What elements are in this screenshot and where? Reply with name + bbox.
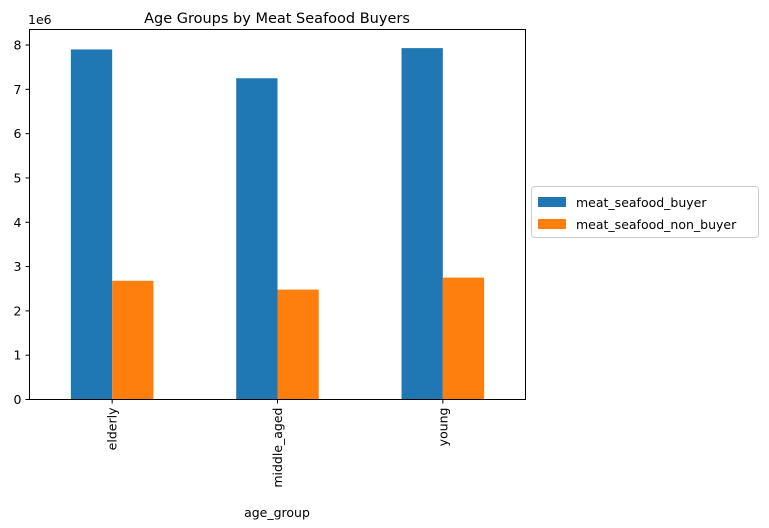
bar-meat-seafood-non-buyer-middle-aged [277, 289, 319, 400]
x-tick-label-middle-aged: middle_aged [270, 408, 285, 488]
bar-meat-seafood-buyer-young [401, 48, 443, 400]
y-tick-label: 7 [14, 82, 22, 97]
y-tick-label: 5 [14, 170, 22, 185]
y-tick-label: 1 [14, 348, 22, 363]
y-tick-label: 4 [14, 215, 22, 230]
legend-swatch-meat-seafood-buyer [538, 197, 566, 207]
x-tick-label-elderly: elderly [105, 407, 120, 450]
legend-label-meat-seafood-buyer: meat_seafood_buyer [576, 195, 707, 210]
bar-meat-seafood-non-buyer-elderly [112, 280, 154, 400]
plot-frame [29, 29, 526, 400]
y-tick-label: 0 [14, 392, 22, 407]
legend-label-meat-seafood-non-buyer: meat_seafood_non_buyer [576, 217, 737, 232]
bar-meat-seafood-non-buyer-young [442, 277, 485, 400]
x-axis-label: age_group [244, 505, 310, 520]
x-tick-label-young: young [435, 408, 450, 447]
y-tick-label: 3 [14, 259, 22, 274]
bar-meat-seafood-buyer-elderly [70, 49, 113, 400]
y-tick-label: 8 [14, 38, 22, 53]
y-axis: 0 1 2 3 4 5 6 7 8 [14, 38, 30, 407]
y-tick-label: 6 [14, 126, 22, 141]
bar-meat-seafood-buyer-middle-aged [236, 78, 278, 400]
x-axis: elderly middle_aged young [105, 399, 450, 488]
chart-title: Age Groups by Meat Seafood Buyers [144, 11, 410, 27]
legend-frame [531, 186, 759, 238]
y-axis-offset-label: 1e6 [28, 12, 52, 27]
legend: meat_seafood_buyer meat_seafood_non_buye… [531, 186, 759, 238]
bars-layer [70, 48, 485, 400]
y-tick-label: 2 [14, 303, 22, 318]
legend-swatch-meat-seafood-non-buyer [538, 219, 566, 229]
